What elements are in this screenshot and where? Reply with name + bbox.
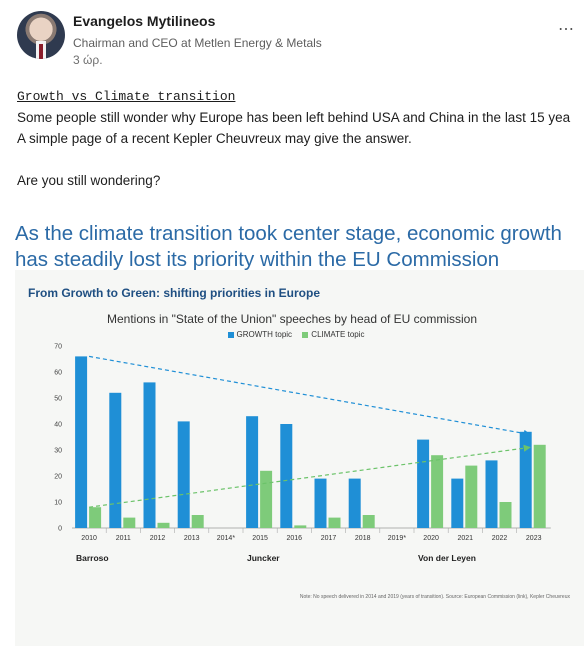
y-tick-label: 10 (54, 500, 62, 507)
author-avatar[interactable] (17, 11, 65, 59)
bar-climate (89, 507, 102, 528)
x-tick-label: 2011 (116, 535, 131, 542)
x-tick-label: 2016 (287, 535, 303, 542)
post-title: Growth vs Climate transition (17, 89, 236, 104)
post-line-2: A simple page of a recent Kepler Cheuvre… (17, 131, 412, 146)
y-tick-label: 70 (54, 344, 62, 351)
post-text: Growth vs Climate transition Some people… (17, 86, 584, 191)
bar-climate (294, 525, 307, 528)
bar-climate (431, 455, 444, 528)
y-tick-label: 0 (58, 526, 62, 533)
x-tick-label: 2015 (252, 535, 268, 542)
y-tick-label: 30 (54, 448, 62, 455)
image-headline: As the climate transition took center st… (15, 222, 562, 271)
bar-growth (109, 392, 122, 528)
post-line-1: Some people still wonder why Europe has … (17, 110, 571, 125)
bar-growth (246, 416, 259, 528)
legend-climate-label: CLIMATE topic (311, 330, 365, 339)
legend-growth-swatch (227, 331, 234, 338)
x-tick-label: 2017 (321, 535, 337, 542)
bar-growth (177, 421, 190, 528)
x-tick-label: 2010 (81, 535, 97, 542)
x-tick-label: 2020 (423, 535, 439, 542)
bar-climate (123, 517, 136, 528)
x-tick-label: 2021 (458, 535, 474, 542)
bar-climate (260, 470, 273, 528)
avatar-tie (39, 44, 43, 59)
post-header: Evangelos Mytilineos Chairman and CEO at… (17, 11, 577, 67)
bar-chart: 0 10 20 30 40 50 60 70 2010 2011 2012 2013 2014* 2015… (54, 344, 551, 563)
chart-legend: GROWTH topic CLIMATE topic (0, 330, 584, 339)
y-tick-label: 40 (54, 422, 62, 429)
commission-group-label: Juncker (247, 553, 280, 563)
post-line-3: Are you still wondering? (17, 173, 161, 188)
bar-growth (314, 478, 327, 528)
bar-climate (328, 517, 341, 528)
x-tick-label: 2022 (492, 535, 508, 542)
post-image[interactable]: As the climate transition took center st… (0, 212, 584, 646)
bar-growth (519, 431, 532, 528)
bar-climate (191, 515, 204, 528)
author-name[interactable]: Evangelos Mytilineos (73, 13, 216, 29)
bar-growth (417, 439, 430, 528)
x-tick-label: 2012 (150, 535, 166, 542)
x-tick-label: 2013 (184, 535, 200, 542)
x-tick-label: 2023 (526, 535, 542, 542)
x-tick-label: 2019* (388, 535, 407, 542)
bar-climate (465, 465, 478, 528)
commission-group-label: Von der Leyen (418, 553, 476, 563)
bar-climate (362, 515, 375, 528)
bar-growth (348, 478, 361, 528)
x-tick-label: 2018 (355, 535, 371, 542)
x-tick-label: 2014* (217, 535, 236, 542)
legend-growth-label: GROWTH topic (236, 330, 293, 339)
growth-trend-arrow (88, 355, 531, 437)
bar-growth (451, 478, 464, 528)
bar-growth (75, 356, 88, 528)
author-role: Chairman and CEO at Metlen Energy & Meta… (73, 36, 322, 50)
bar-growth (485, 460, 498, 528)
bar-climate (157, 522, 170, 528)
y-tick-label: 20 (54, 474, 62, 481)
bar-growth (280, 424, 293, 528)
legend-climate-swatch (302, 331, 309, 338)
y-tick-label: 50 (54, 396, 62, 403)
chart-title: Mentions in "State of the Union" speeche… (106, 312, 478, 326)
post-time: 3 ώρ. (73, 53, 103, 67)
chart-subtitle: From Growth to Green: shifting prioritie… (28, 286, 321, 300)
more-options-icon[interactable]: ⋯ (558, 21, 575, 38)
bar-growth (143, 382, 156, 528)
y-tick-label: 60 (54, 370, 62, 377)
bar-climate (499, 502, 512, 528)
source-note: Note: No speech delivered in 2014 and 20… (299, 594, 570, 600)
commission-group-label: Barroso (76, 553, 109, 563)
bar-climate (533, 444, 546, 528)
